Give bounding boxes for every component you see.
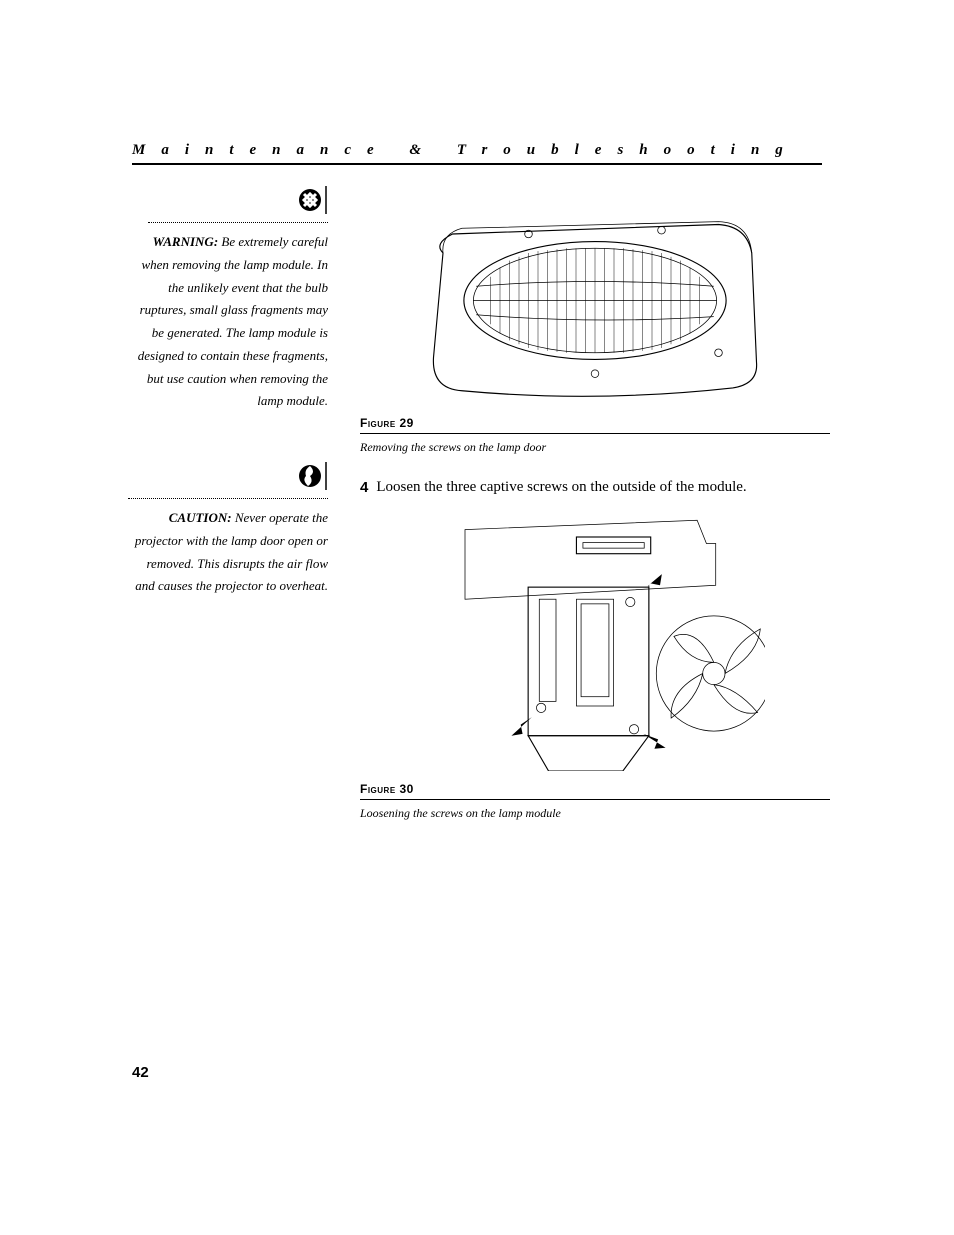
figure30-label: Figure 30 <box>360 782 830 796</box>
caution-icon <box>296 460 328 492</box>
figure29-label: Figure 29 <box>360 416 830 430</box>
caution-sidebar: CAUTION: Never operate the projector wit… <box>128 460 328 598</box>
warning-icon <box>296 184 328 216</box>
caution-text: Never operate the projector with the lam… <box>135 510 328 593</box>
caution-label: CAUTION: <box>169 510 232 525</box>
warning-text: Be extremely careful when removing the l… <box>138 234 328 408</box>
step-4-text: Loosen the three captive screws on the o… <box>376 479 746 496</box>
figure29-diagram <box>360 210 830 410</box>
figure29-hr <box>360 433 830 434</box>
step-4-number: 4 <box>360 479 368 496</box>
step-4: 4 Loosen the three captive screws on the… <box>360 479 830 496</box>
page-number: 42 <box>132 1064 149 1081</box>
figure30-hr <box>360 799 830 800</box>
figure29-caption: Removing the screws on the lamp door <box>360 440 830 455</box>
main-column: Figure 29 Removing the screws on the lam… <box>360 210 830 821</box>
figure30-diagram <box>360 506 830 776</box>
warning-sidebar: WARNING: Be extremely careful when remov… <box>128 184 328 413</box>
section-header: Maintenance & Troubleshooting <box>132 142 822 165</box>
figure30-caption: Loosening the screws on the lamp module <box>360 806 830 821</box>
warning-label: WARNING: <box>153 234 219 249</box>
